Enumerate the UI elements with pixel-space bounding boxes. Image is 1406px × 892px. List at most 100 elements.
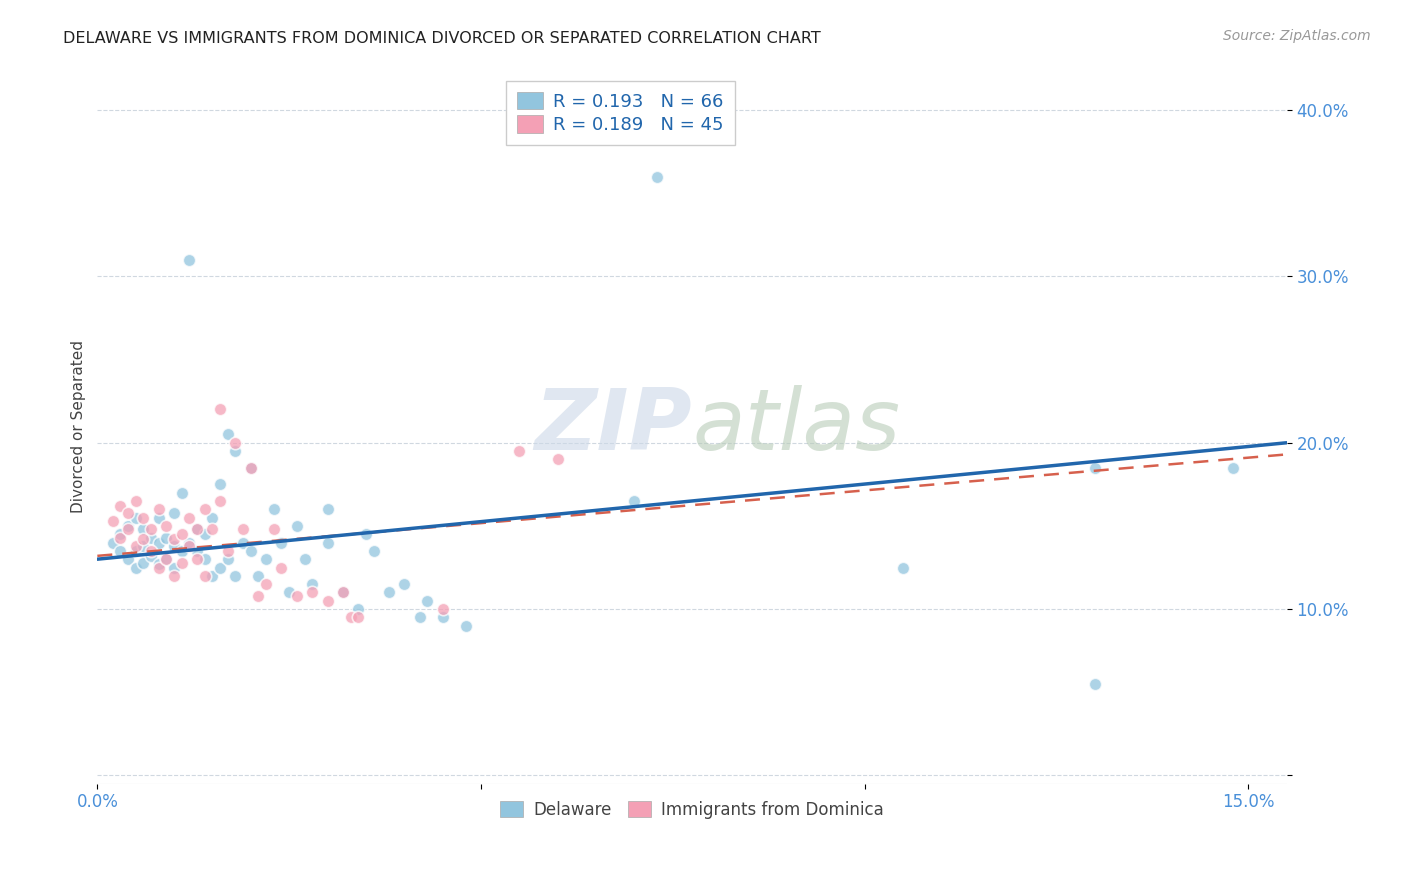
Point [339, 610, 361, 624]
Point [354, 527, 377, 541]
Point [110, 531, 132, 545]
Point [148, 560, 170, 574]
Point [186, 522, 208, 536]
Point [179, 510, 201, 524]
Point [148, 510, 170, 524]
Point [125, 539, 148, 553]
Point [163, 539, 186, 553]
Point [294, 552, 316, 566]
Point [110, 544, 132, 558]
Point [163, 506, 186, 520]
Point [132, 522, 155, 536]
Point [194, 502, 217, 516]
Point [239, 544, 262, 558]
Point [179, 252, 201, 267]
Point [155, 519, 177, 533]
Legend: Delaware, Immigrants from Dominica: Delaware, Immigrants from Dominica [494, 794, 891, 825]
Point [155, 552, 177, 566]
Point [139, 544, 162, 558]
Point [316, 594, 339, 608]
Point [454, 618, 477, 632]
Point [163, 533, 186, 547]
Point [110, 527, 132, 541]
Point [1084, 460, 1107, 475]
Point [270, 560, 292, 574]
Point [117, 506, 139, 520]
Point [132, 533, 155, 547]
Point [194, 552, 217, 566]
Point [247, 569, 270, 583]
Point [285, 519, 308, 533]
Point [285, 589, 308, 603]
Point [432, 602, 454, 616]
Point [301, 585, 323, 599]
Point [179, 535, 201, 549]
Point [209, 560, 232, 574]
Point [278, 585, 301, 599]
Point [378, 585, 401, 599]
Point [163, 560, 186, 574]
Point [170, 527, 193, 541]
Point [125, 560, 148, 574]
Point [1084, 677, 1107, 691]
Point [224, 435, 246, 450]
Point [347, 602, 370, 616]
Point [132, 556, 155, 570]
Point [647, 169, 669, 184]
Point [232, 535, 254, 549]
Point [416, 594, 439, 608]
Point [117, 522, 139, 536]
Point [332, 585, 354, 599]
Point [217, 427, 239, 442]
Point [254, 577, 277, 591]
Point [224, 444, 246, 458]
Point [891, 560, 914, 574]
Y-axis label: Divorced or Separated: Divorced or Separated [72, 340, 86, 513]
Point [194, 527, 217, 541]
Point [432, 610, 454, 624]
Point [239, 460, 262, 475]
Point [508, 444, 530, 458]
Point [101, 514, 124, 528]
Point [217, 552, 239, 566]
Point [155, 552, 177, 566]
Text: DELAWARE VS IMMIGRANTS FROM DOMINICA DIVORCED OR SEPARATED CORRELATION CHART: DELAWARE VS IMMIGRANTS FROM DOMINICA DIV… [63, 31, 821, 46]
Point [316, 535, 339, 549]
Point [148, 502, 170, 516]
Point [125, 544, 148, 558]
Point [623, 494, 645, 508]
Point [1222, 460, 1244, 475]
Point [148, 535, 170, 549]
Point [201, 569, 224, 583]
Point [186, 552, 208, 566]
Point [139, 531, 162, 545]
Point [254, 552, 277, 566]
Point [170, 544, 193, 558]
Point [155, 531, 177, 545]
Point [209, 402, 232, 417]
Point [263, 522, 285, 536]
Point [148, 557, 170, 571]
Point [186, 522, 208, 536]
Point [316, 502, 339, 516]
Point [247, 589, 270, 603]
Point [201, 522, 224, 536]
Point [347, 610, 370, 624]
Point [163, 569, 186, 583]
Point [125, 510, 148, 524]
Point [209, 494, 232, 508]
Point [232, 522, 254, 536]
Point [132, 539, 155, 553]
Point [125, 494, 148, 508]
Point [332, 585, 354, 599]
Point [547, 452, 569, 467]
Point [139, 549, 162, 563]
Point [263, 502, 285, 516]
Text: ZIP: ZIP [534, 384, 692, 467]
Text: Source: ZipAtlas.com: Source: ZipAtlas.com [1223, 29, 1371, 43]
Point [217, 544, 239, 558]
Point [186, 544, 208, 558]
Point [201, 510, 224, 524]
Text: atlas: atlas [692, 384, 900, 467]
Point [179, 539, 201, 553]
